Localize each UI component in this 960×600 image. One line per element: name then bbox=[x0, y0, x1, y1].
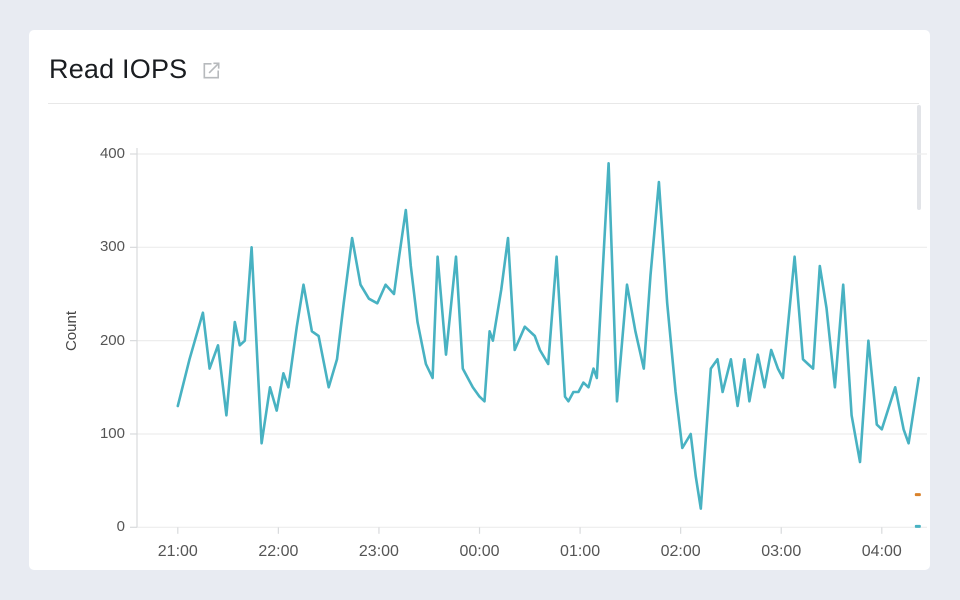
x-tick-label-23:00: 23:00 bbox=[358, 543, 399, 560]
card-header: Read IOPS bbox=[49, 52, 223, 86]
y-tick-label-100: 100 bbox=[99, 424, 125, 442]
header-divider bbox=[48, 103, 919, 104]
y-tick-label-300: 300 bbox=[99, 238, 125, 256]
x-tick-label-22:00: 22:00 bbox=[258, 543, 299, 560]
external-link-icon[interactable] bbox=[200, 59, 223, 82]
x-tick-label-21:00: 21:00 bbox=[157, 543, 198, 560]
series-edge-marker-0 bbox=[914, 493, 921, 497]
x-tick-label-04:00: 04:00 bbox=[861, 543, 902, 560]
y-tick-label-400: 400 bbox=[99, 145, 125, 162]
x-tick-label-01:00: 01:00 bbox=[560, 543, 601, 560]
y-tick-label-200: 200 bbox=[99, 331, 125, 349]
y-axis-title: Count bbox=[63, 311, 80, 352]
x-tick-label-03:00: 03:00 bbox=[761, 543, 802, 560]
x-tick-label-02:00: 02:00 bbox=[660, 543, 701, 560]
chart-title: Read IOPS bbox=[49, 54, 188, 84]
y-tick-label-0: 0 bbox=[116, 518, 125, 536]
x-tick-label-00:00: 00:00 bbox=[459, 543, 500, 560]
read-iops-line bbox=[176, 161, 921, 510]
scrollbar-thumb[interactable] bbox=[917, 105, 921, 210]
metric-chart-card: Read IOPS Count 0 100 200 300 400 21:00 22:00… bbox=[29, 30, 930, 570]
series-edge-marker-1 bbox=[914, 524, 921, 528]
line-chart-plot bbox=[130, 148, 927, 534]
